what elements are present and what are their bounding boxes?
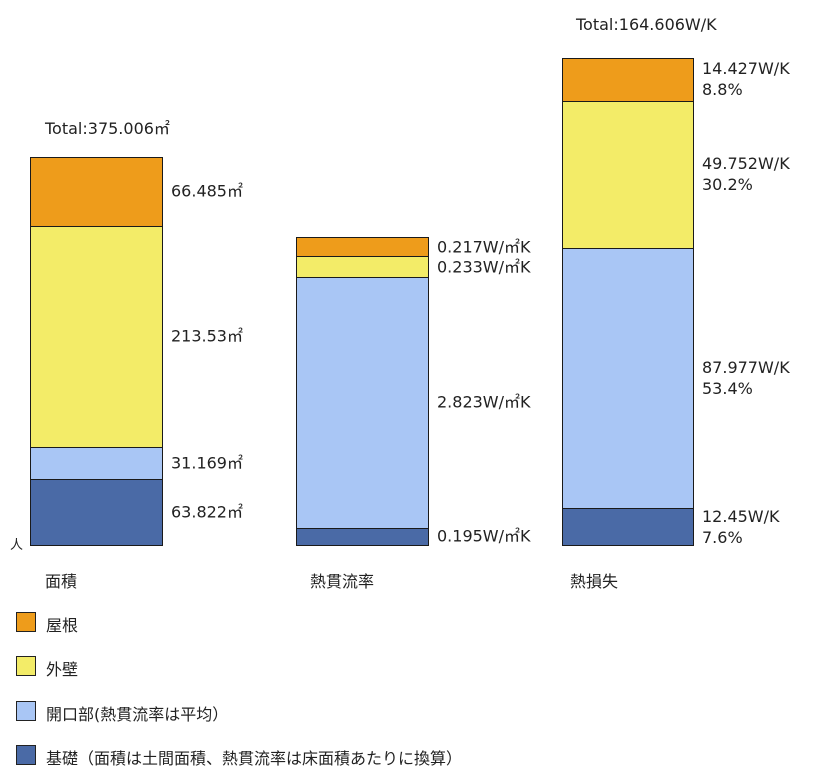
value-label: 0.217W/㎡K: [437, 237, 531, 257]
bar-segment-base: [562, 508, 694, 546]
data-label: 66.485㎡: [171, 181, 243, 202]
bar-segment-wall: [30, 225, 163, 448]
legend-swatch-roof: [16, 612, 36, 632]
bar-segment-wall: [562, 100, 694, 249]
legend-label-base: 基礎（面積は土間面積、熱貫流率は床面積あたりに換算）: [46, 749, 463, 768]
data-label: 0.217W/㎡K: [437, 236, 531, 257]
data-label: 12.45W/K 7.6%: [702, 506, 780, 548]
data-label: 14.427W/K 8.8%: [702, 58, 790, 100]
bar-segment-opening: [30, 446, 163, 480]
bar-segment-roof: [296, 237, 429, 258]
axis-mark: 人: [10, 538, 24, 553]
value-label: 2.823W/㎡K: [437, 392, 531, 412]
value-label: 49.752W/K: [702, 154, 790, 174]
legend-label-roof: 屋根: [46, 616, 79, 635]
value-label: 66.485㎡: [171, 181, 243, 201]
total-label: Total:164.606W/K: [576, 15, 717, 34]
percent-label: 53.4%: [702, 379, 753, 399]
percent-label: 8.8%: [702, 80, 743, 100]
value-label: 87.977W/K: [702, 358, 790, 378]
data-label: 31.169㎡: [171, 452, 243, 473]
data-label: 2.823W/㎡K: [437, 392, 531, 413]
legend-label-wall: 外壁: [46, 660, 79, 679]
legend-swatch-base: [16, 745, 36, 765]
data-label: 63.822㎡: [171, 501, 243, 522]
bar-segment-opening: [562, 247, 694, 510]
category-label: 熱損失: [570, 572, 619, 591]
data-label: 0.233W/㎡K: [437, 256, 531, 277]
percent-label: 7.6%: [702, 527, 743, 547]
data-label: 87.977W/K 53.4%: [702, 357, 790, 399]
bar-segment-wall: [296, 256, 429, 278]
value-label: 63.822㎡: [171, 502, 243, 522]
value-label: 213.53㎡: [171, 326, 243, 346]
value-label: 12.45W/K: [702, 506, 780, 526]
legend-swatch-wall: [16, 656, 36, 676]
data-label: 213.53㎡: [171, 326, 243, 347]
value-label: 0.195W/㎡K: [437, 526, 531, 546]
value-label: 31.169㎡: [171, 453, 243, 473]
bar-segment-base: [296, 527, 429, 546]
percent-label: 30.2%: [702, 175, 753, 195]
bar-segment-roof: [30, 157, 163, 227]
value-label: 14.427W/K: [702, 59, 790, 79]
total-label: Total:375.006㎡: [45, 119, 170, 138]
bar-segment-opening: [296, 276, 429, 529]
legend-swatch-opening: [16, 701, 36, 721]
category-label: 熱貫流率: [310, 572, 375, 591]
legend-label-opening: 開口部(熱貫流率は平均）: [46, 705, 229, 724]
bar-segment-base: [30, 478, 163, 546]
data-label: 49.752W/K 30.2%: [702, 153, 790, 195]
bar-segment-roof: [562, 58, 694, 102]
data-label: 0.195W/㎡K: [437, 526, 531, 547]
category-label: 面積: [45, 572, 78, 591]
value-label: 0.233W/㎡K: [437, 257, 531, 277]
